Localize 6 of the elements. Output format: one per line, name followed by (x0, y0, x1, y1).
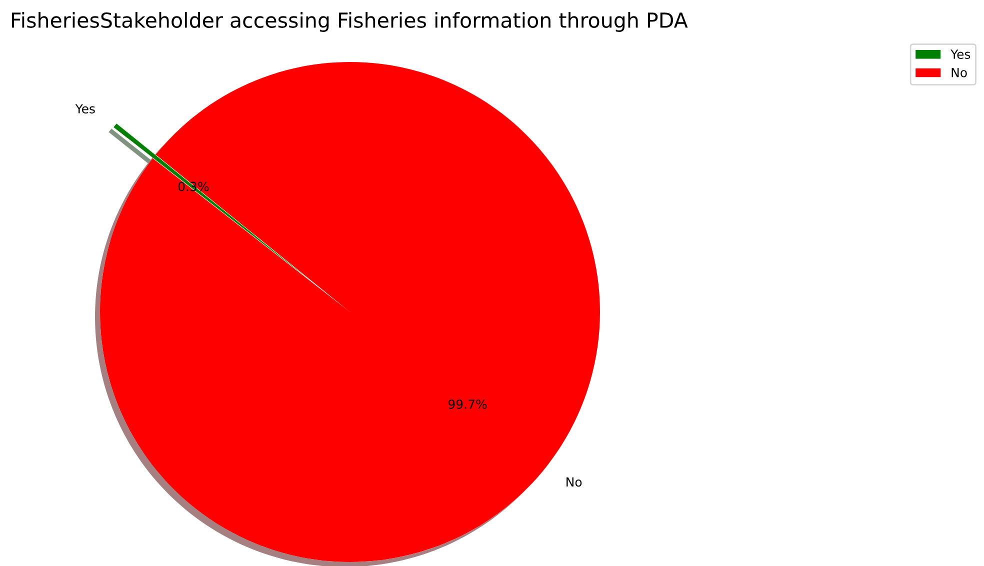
category-label: Yes (75, 104, 95, 114)
legend-label: No (952, 68, 967, 78)
slice-label: No (566, 477, 582, 487)
data-label: 99.7% (448, 399, 487, 409)
chart-title: FisheriesStakeholder accessing Fisheries information through PDA (12, 12, 688, 32)
legend-label: Yes (950, 50, 970, 59)
